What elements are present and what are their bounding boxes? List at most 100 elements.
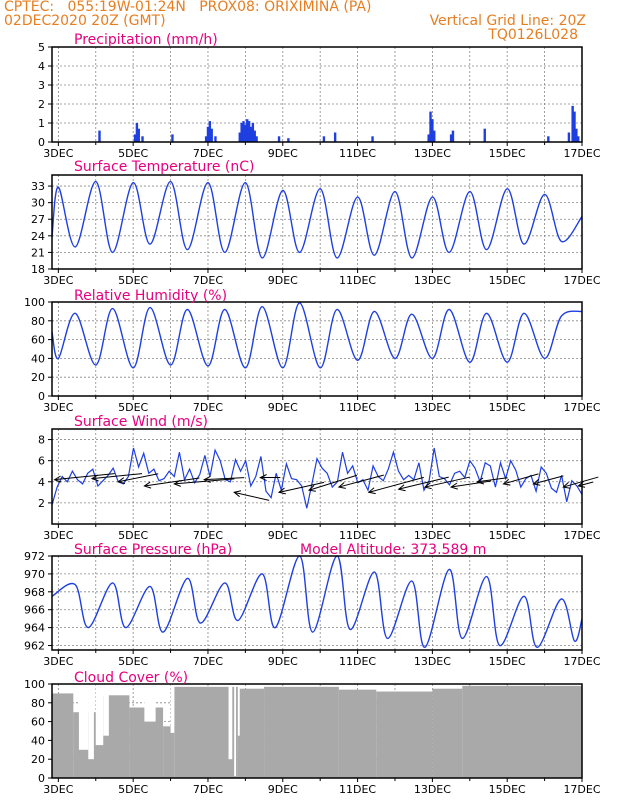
precip-bar: [249, 126, 253, 142]
wind-arrow-head: [367, 487, 376, 495]
chart-header: CPTEC: 055:19W-01:24N PROX08: ORIXIMINA …: [0, 0, 618, 44]
y-tick-label: 6: [38, 455, 45, 468]
y-tick-label: 60: [31, 716, 45, 729]
humidity-line: [51, 302, 583, 369]
x-tick-label: 7DEC: [193, 655, 223, 668]
x-tick-label: 13DEC: [414, 401, 451, 414]
x-tick-label: 3DEC: [43, 274, 73, 287]
x-tick-label: 7DEC: [193, 783, 223, 796]
precip-bar: [208, 121, 212, 142]
y-tick-label: 4: [38, 476, 45, 489]
wind-arrow-head: [173, 479, 181, 487]
wind-arrow: [533, 475, 564, 485]
wind-arrow: [234, 491, 270, 501]
x-tick-label: 13DEC: [414, 655, 451, 668]
wind-arrow-head: [233, 490, 242, 498]
x-tick-label: 5DEC: [118, 529, 148, 542]
wind-arrow: [398, 476, 449, 490]
wind-arrow-head: [423, 482, 432, 490]
x-tick-label: 3DEC: [43, 147, 73, 160]
y-tick-label: 8: [38, 434, 45, 447]
plot-border: [51, 174, 583, 270]
precip-bar: [133, 134, 137, 142]
precip-bar: [333, 132, 337, 142]
wind-arrow-head: [277, 487, 286, 495]
wind-arrow-head: [259, 474, 267, 482]
wind-arrow-head: [449, 482, 458, 490]
y-tick-label: 80: [31, 697, 45, 710]
panel-title: Relative Humidity (%): [74, 288, 227, 304]
x-tick-label: 11DEC: [339, 401, 376, 414]
y-tick-label: 33: [31, 180, 45, 193]
run-date: 02DEC2020 20Z (GMT): [4, 13, 166, 29]
cloud-gap: [78, 684, 89, 750]
y-tick-label: 970: [24, 568, 45, 581]
precip-bar: [483, 128, 486, 142]
y-tick-label: 30: [31, 197, 45, 210]
pressure-line: [51, 555, 583, 649]
x-tick-label: 17DEC: [563, 783, 600, 796]
wind-arrow-head: [203, 475, 211, 483]
wind-arrow-head: [307, 485, 316, 492]
wind-arrow-head: [502, 478, 511, 486]
plot-border: [51, 428, 583, 525]
x-tick-label: 7DEC: [193, 147, 223, 160]
y-tick-label: 2: [38, 497, 45, 510]
station-title: CPTEC: 055:19W-01:24N PROX08: ORIXIMINA …: [4, 0, 372, 15]
y-tick-label: 972: [24, 550, 45, 563]
precip-bar: [141, 136, 144, 142]
x-tick-label: 5DEC: [118, 401, 148, 414]
y-tick-label: 0: [38, 390, 45, 403]
x-tick-label: 5DEC: [118, 783, 148, 796]
wind-arrow-head: [476, 477, 485, 485]
cloud-gap: [144, 684, 156, 722]
precip-bar: [277, 136, 281, 142]
cloud-gap: [237, 684, 240, 736]
wind-arrow: [338, 474, 385, 488]
x-tick-label: 7DEC: [193, 401, 223, 414]
precip-bar: [246, 119, 249, 142]
precip-bar: [98, 130, 101, 142]
x-tick-label: 11DEC: [339, 147, 376, 160]
x-tick-label: 17DEC: [563, 401, 600, 414]
panel-3: 0 20 40 60 80 100 3DEC 5DEC 7DEC 9DEC 11DEC 13DEC 15…: [24, 288, 601, 414]
x-tick-label: 17DEC: [563, 147, 600, 160]
y-tick-label: 27: [31, 213, 45, 226]
precip-bar: [433, 130, 436, 142]
precip-bar: [371, 136, 374, 142]
model-code: TQ0126L028: [488, 27, 578, 43]
cloud-gap: [234, 684, 237, 777]
wind-arrow: [204, 477, 245, 481]
wind-arrow-head: [397, 484, 406, 492]
x-tick-label: 17DEC: [563, 274, 600, 287]
model-altitude: Model Altitude: 373.589 m: [300, 542, 486, 558]
y-tick-label: 0: [38, 136, 45, 149]
x-tick-label: 7DEC: [193, 529, 223, 542]
x-tick-label: 11DEC: [339, 783, 376, 796]
precip-bar: [214, 136, 217, 142]
y-tick-label: 20: [31, 371, 45, 384]
precip-bar: [204, 136, 208, 142]
x-tick-label: 17DEC: [563, 529, 600, 542]
precip-bar: [575, 128, 578, 142]
x-tick-label: 9DEC: [268, 401, 298, 414]
wind-arrow: [451, 480, 492, 488]
cloud-block: [432, 688, 463, 778]
y-tick-label: 100: [24, 296, 45, 309]
wind-arrow: [91, 473, 143, 480]
precip-bar: [431, 119, 434, 142]
panel-5: 962 964 966 968 970 972 3DEC 5DEC 7DEC 9DEC 11DEC 1…: [24, 542, 601, 668]
panel-title: Surface Wind (m/s): [74, 414, 208, 430]
wind-arrow: [578, 481, 594, 487]
x-tick-label: 15DEC: [489, 274, 526, 287]
x-tick-label: 7DEC: [193, 274, 223, 287]
cloud-block: [338, 689, 377, 778]
y-tick-label: 60: [31, 334, 45, 347]
panel-4: 2 4 6 8 3DEC 5DEC 7DEC 9DEC 11DEC 13DEC 15DEC 17DEC…: [38, 414, 601, 542]
wind-arrow-head: [562, 482, 571, 489]
precip-bar: [255, 136, 258, 142]
x-tick-label: 15DEC: [489, 147, 526, 160]
plot-border: [51, 301, 583, 397]
plot-border: [51, 683, 583, 779]
y-tick-label: 962: [24, 640, 45, 653]
